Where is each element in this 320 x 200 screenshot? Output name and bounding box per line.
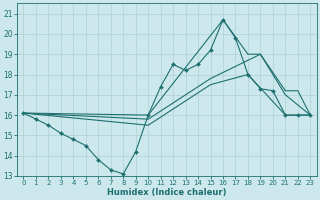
X-axis label: Humidex (Indice chaleur): Humidex (Indice chaleur) (107, 188, 227, 197)
